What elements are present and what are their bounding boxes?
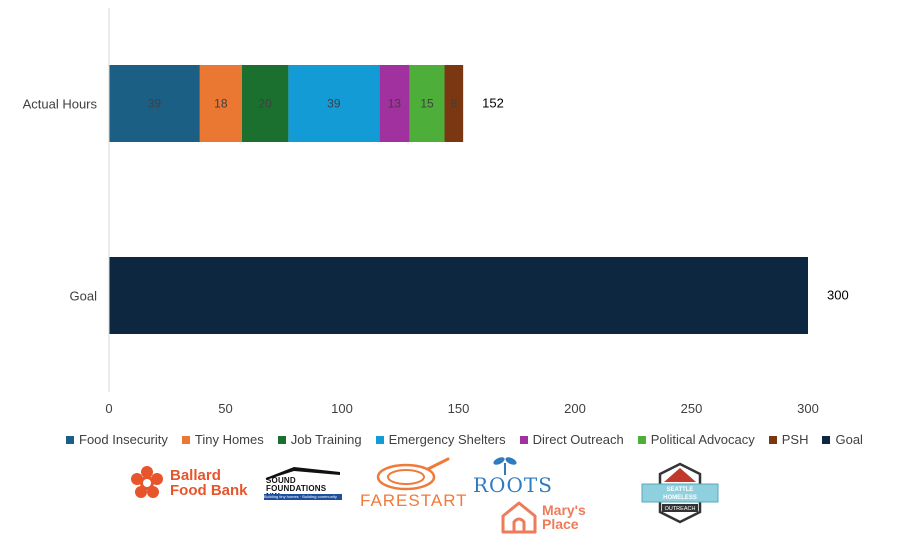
sprout-icon: [493, 457, 517, 475]
legend-swatch: [519, 435, 528, 444]
marys-place-logo: Mary's Place: [500, 500, 586, 534]
flower-icon: [131, 466, 163, 498]
bars-group: [109, 65, 808, 334]
legend-label: Food Insecurity: [79, 432, 168, 447]
roots-text: ROOTS: [473, 473, 553, 497]
bar-actual-hours-direct-outreach: [379, 65, 410, 142]
segment-label-job-training: 20: [258, 97, 272, 111]
legend-item-food-insecurity: Food Insecurity: [66, 432, 168, 447]
segment-label-psh: 8: [450, 97, 457, 111]
chart-legend: Food Insecurity Tiny Homes Job Training Eme…: [66, 432, 863, 447]
bar-actual-hours-food-insecurity: [109, 65, 200, 142]
total-label-actual-hours: 152: [482, 96, 504, 111]
legend-swatch: [822, 435, 831, 444]
segment-labels-group: 39 18 20 39 13 15 8: [148, 97, 458, 111]
legend-swatch: [768, 435, 777, 444]
roof-icon: [266, 467, 340, 480]
legend-item-emergency-shelters: Emergency Shelters: [375, 432, 506, 447]
legend-item-goal: Goal: [822, 432, 863, 447]
legend-label: Political Advocacy: [650, 432, 755, 447]
segment-label-direct-outreach: 13: [388, 97, 402, 111]
x-tick-150: 150: [448, 401, 470, 416]
category-label-goal: Goal: [70, 289, 98, 304]
legend-item-psh: PSH: [768, 432, 809, 447]
ballard-line2: Food Bank: [170, 482, 248, 499]
bar-actual-hours-tiny-homes: [199, 65, 242, 142]
legend-swatch: [66, 435, 74, 444]
segment-label-food-insecurity: 39: [148, 97, 162, 111]
stacked-bar-chart: 39 18 20 39 13 15 8 Actual Hours Goal 152 300 …: [23, 8, 849, 416]
bar-actual-hours-political-advocacy: [409, 65, 445, 142]
ballard-line1: Ballard: [170, 467, 221, 484]
legend-label: Emergency Shelters: [388, 432, 506, 447]
farestart-text: FARESTART: [360, 491, 468, 510]
legend-swatch: [277, 435, 286, 444]
segment-label-emergency-shelters: 39: [327, 97, 341, 111]
x-tick-250: 250: [681, 401, 703, 416]
legend-item-political-advocacy: Political Advocacy: [637, 432, 755, 447]
legend-swatch: [637, 435, 646, 444]
badge-icon: SEATTLE HOMELESS OUTREACH: [641, 462, 719, 524]
segment-label-tiny-homes: 18: [214, 97, 228, 111]
x-tick-100: 100: [331, 401, 353, 416]
legend-label: Goal: [835, 432, 863, 447]
badge-line2: HOMELESS: [663, 495, 697, 501]
total-label-goal: 300: [827, 288, 849, 303]
ballard-food-bank-logo: Ballard Food Bank: [130, 466, 248, 500]
legend-label: Direct Outreach: [532, 432, 624, 447]
marys-line1: Mary's: [542, 502, 586, 518]
bar-goal-goal: [109, 257, 808, 334]
badge-line1: SEATTLE: [667, 487, 694, 493]
sound-foundations-logo: SOUND FOUNDATIONS NW Building tiny homes…: [264, 466, 342, 504]
x-axis-ticks: 0 50 100 150 200 250 300: [105, 401, 818, 416]
seattle-homeless-outreach-logo: SEATTLE HOMELESS OUTREACH: [638, 462, 722, 524]
farestart-logo: FARESTART: [358, 455, 467, 511]
x-tick-200: 200: [564, 401, 586, 416]
sound-tagline: Building tiny homes · Building community: [264, 494, 342, 500]
legend-item-direct-outreach: Direct Outreach: [519, 432, 624, 447]
legend-swatch: [375, 435, 384, 444]
category-label-actual-hours: Actual Hours: [23, 97, 98, 112]
legend-label: Tiny Homes: [194, 432, 264, 447]
x-tick-50: 50: [218, 401, 232, 416]
marys-line2: Place: [542, 516, 579, 532]
sound-line1: SOUND: [266, 476, 296, 485]
segment-label-political-advocacy: 15: [420, 97, 434, 111]
x-tick-0: 0: [105, 401, 112, 416]
bar-actual-hours-job-training: [241, 65, 289, 142]
pan-icon: [376, 457, 450, 491]
bar-actual-hours-psh: [444, 65, 464, 142]
badge-line3: OUTREACH: [665, 506, 696, 512]
bar-actual-hours-emergency-shelters: [288, 65, 380, 142]
x-tick-300: 300: [797, 401, 819, 416]
legend-item-job-training: Job Training: [277, 432, 362, 447]
legend-label: Job Training: [290, 432, 362, 447]
roots-logo: ROOTS: [470, 455, 552, 499]
legend-label: PSH: [781, 432, 809, 447]
house-icon: [501, 501, 537, 534]
legend-swatch: [181, 435, 190, 444]
legend-item-tiny-homes: Tiny Homes: [181, 432, 264, 447]
